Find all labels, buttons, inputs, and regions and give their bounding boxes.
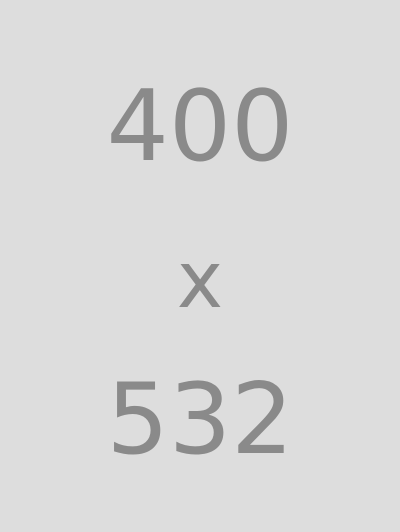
placeholder-height-text: 532 (106, 363, 294, 477)
placeholder-separator-text: x (176, 236, 224, 326)
placeholder-width-text: 400 (106, 70, 294, 184)
